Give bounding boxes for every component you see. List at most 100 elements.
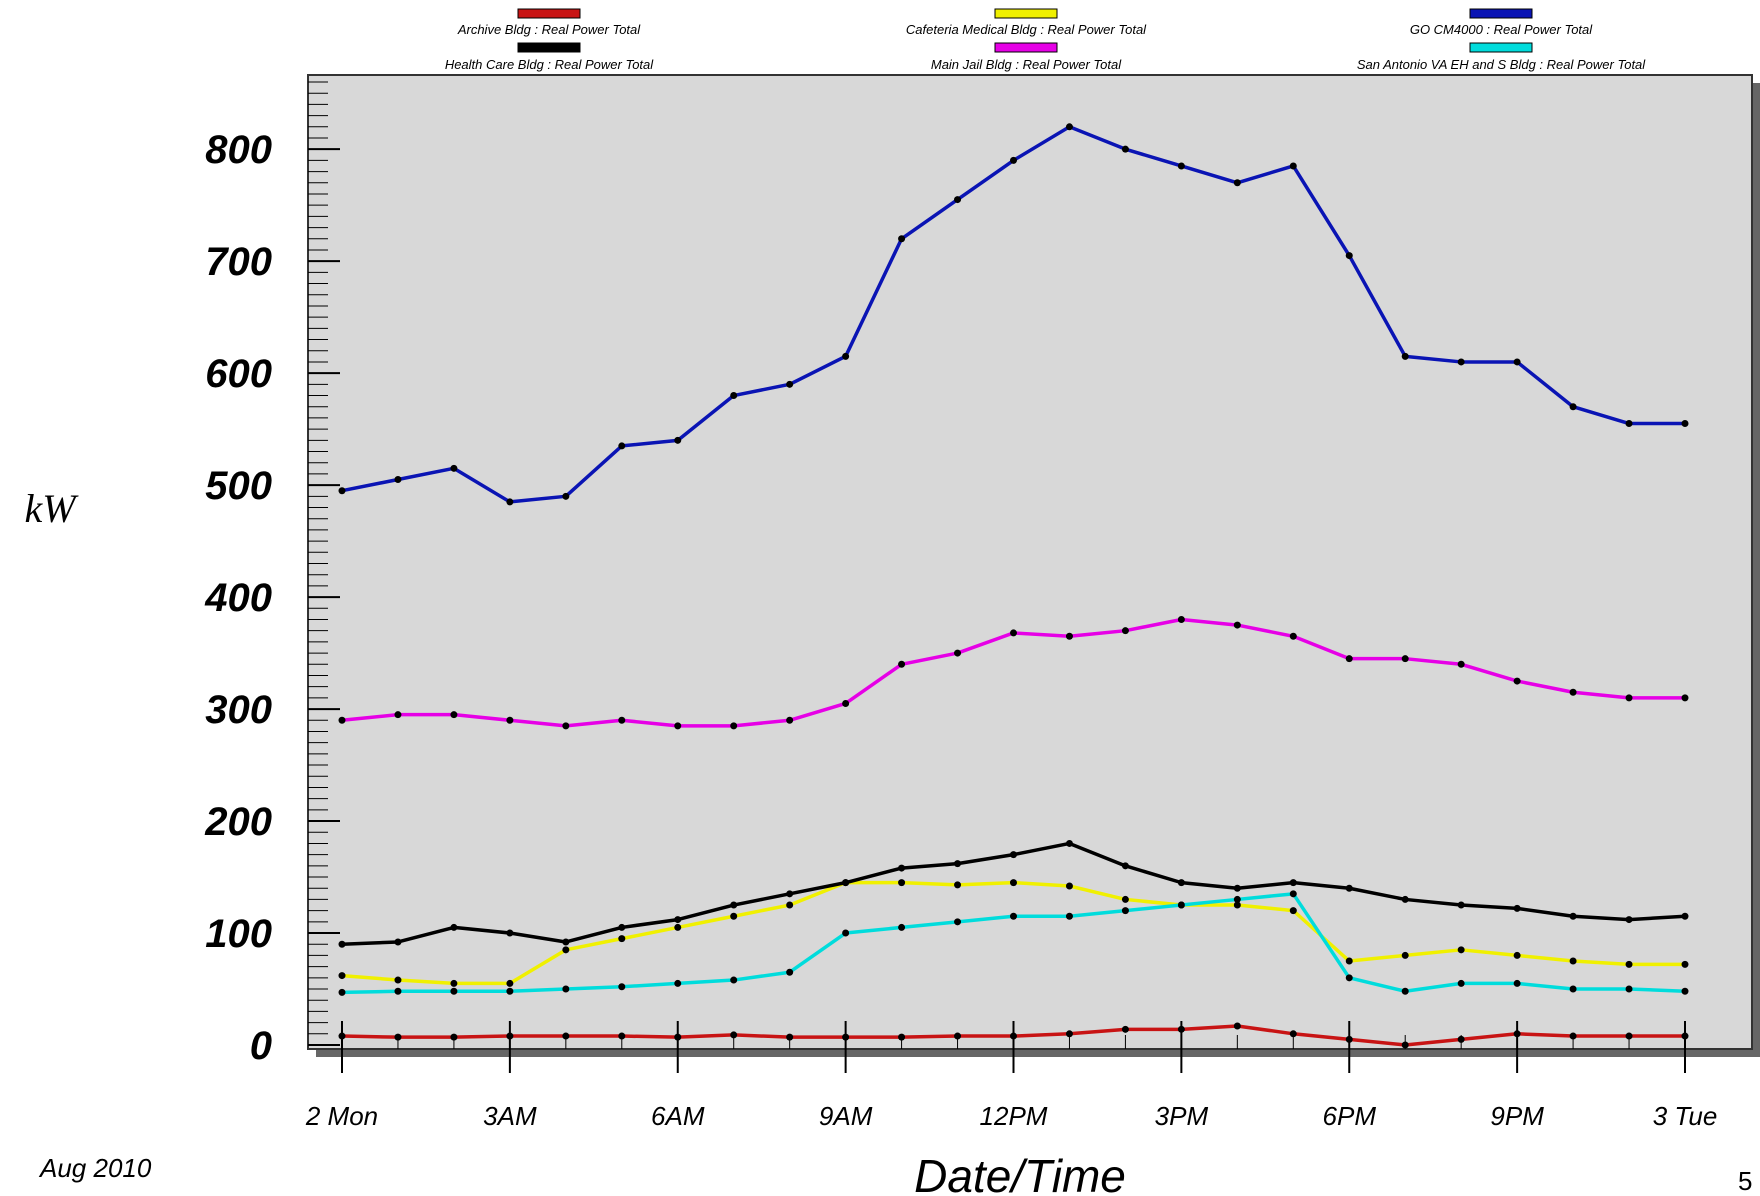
x-tick-label-2: 6AM bbox=[651, 1101, 705, 1131]
date-note: Aug 2010 bbox=[38, 1153, 152, 1183]
data-point-mainjail bbox=[842, 699, 850, 707]
data-point-cafeteria bbox=[954, 881, 962, 889]
data-point-archive bbox=[674, 1033, 682, 1041]
y-tick-label-0: 0 bbox=[250, 1024, 272, 1068]
y-axis-ticks: 0 100 200 300 400 500 600 700 800 bbox=[204, 128, 340, 1068]
legend-swatch-cafeteria bbox=[994, 8, 1058, 19]
x-tick-label-5: 3PM bbox=[1155, 1101, 1209, 1131]
data-point-cafeteria bbox=[1681, 960, 1689, 968]
series-sanantonio bbox=[338, 890, 1689, 996]
data-point-sanantonio bbox=[1513, 979, 1521, 987]
data-point-archive bbox=[842, 1033, 850, 1041]
data-point-go bbox=[338, 487, 346, 495]
data-point-archive bbox=[1121, 1025, 1129, 1033]
series-healthcare bbox=[338, 839, 1689, 948]
data-point-cafeteria bbox=[618, 935, 626, 943]
data-point-go bbox=[954, 196, 962, 204]
data-point-go bbox=[730, 392, 738, 400]
legend-item-sanantonio[interactable]: San Antonio VA EH and S Bldg : Real Powe… bbox=[1357, 42, 1646, 72]
legend-item-healthcare[interactable]: Health Care Bldg : Real Power Total bbox=[445, 42, 654, 72]
data-point-cafeteria bbox=[1065, 882, 1073, 890]
y-tick-label-400: 400 bbox=[204, 576, 272, 620]
series-go bbox=[338, 123, 1689, 506]
data-point-healthcare bbox=[786, 890, 794, 898]
x-tick-label-8: 3 Tue bbox=[1653, 1101, 1718, 1131]
data-point-mainjail bbox=[562, 722, 570, 730]
data-point-cafeteria bbox=[450, 979, 458, 987]
legend-item-archive[interactable]: Archive Bldg : Real Power Total bbox=[457, 8, 641, 37]
legend-label-healthcare: Health Care Bldg : Real Power Total bbox=[445, 57, 654, 72]
data-point-cafeteria bbox=[1401, 951, 1409, 959]
data-point-archive bbox=[1010, 1032, 1017, 1040]
x-axis-ticks: 2 Mon 3AM 6AM 9AM 12PM 3PM 6PM 9PM 3 Tue bbox=[305, 1021, 1717, 1131]
data-point-mainjail bbox=[618, 716, 626, 724]
data-point-archive bbox=[1569, 1032, 1577, 1040]
data-point-cafeteria bbox=[1569, 957, 1577, 965]
data-point-cafeteria bbox=[674, 923, 682, 931]
legend-label-mainjail: Main Jail Bldg : Real Power Total bbox=[931, 57, 1122, 72]
data-point-sanantonio bbox=[618, 983, 626, 991]
data-point-mainjail bbox=[954, 649, 962, 657]
data-point-mainjail bbox=[1681, 694, 1689, 702]
y-axis-label: kW bbox=[24, 486, 79, 531]
data-point-healthcare bbox=[1233, 884, 1241, 892]
data-point-healthcare bbox=[1513, 904, 1521, 912]
data-point-sanantonio bbox=[954, 918, 962, 926]
data-point-mainjail bbox=[1569, 688, 1577, 696]
data-point-go bbox=[1121, 145, 1129, 153]
legend-swatch-healthcare bbox=[517, 42, 581, 53]
data-point-healthcare bbox=[1345, 884, 1353, 892]
data-point-healthcare bbox=[1010, 851, 1017, 859]
data-point-mainjail bbox=[730, 722, 738, 730]
x-tick-label-1: 3AM bbox=[483, 1101, 537, 1131]
data-point-cafeteria bbox=[1513, 951, 1521, 959]
data-point-healthcare bbox=[618, 923, 626, 931]
data-point-cafeteria bbox=[506, 979, 514, 987]
data-point-mainjail bbox=[338, 716, 346, 724]
legend-item-cafeteria[interactable]: Cafeteria Medical Bldg : Real Power Tota… bbox=[906, 8, 1147, 37]
data-point-cafeteria bbox=[898, 879, 906, 887]
data-point-cafeteria bbox=[562, 946, 570, 954]
data-point-archive bbox=[618, 1032, 626, 1040]
data-point-mainjail bbox=[394, 711, 402, 719]
data-point-sanantonio bbox=[506, 987, 514, 995]
data-point-archive bbox=[338, 1032, 346, 1040]
data-point-sanantonio bbox=[1569, 985, 1577, 993]
data-point-healthcare bbox=[730, 901, 738, 909]
data-point-cafeteria bbox=[1289, 907, 1297, 915]
data-point-mainjail bbox=[1345, 655, 1353, 663]
data-point-cafeteria bbox=[1121, 895, 1129, 903]
legend-label-archive: Archive Bldg : Real Power Total bbox=[457, 22, 641, 37]
data-point-archive bbox=[1065, 1030, 1073, 1038]
data-point-cafeteria bbox=[394, 976, 402, 984]
data-point-cafeteria bbox=[1010, 879, 1017, 887]
data-point-sanantonio bbox=[1457, 979, 1465, 987]
legend-item-mainjail[interactable]: Main Jail Bldg : Real Power Total bbox=[931, 42, 1122, 72]
data-point-mainjail bbox=[674, 722, 682, 730]
data-point-sanantonio bbox=[1010, 912, 1017, 920]
data-point-mainjail bbox=[506, 716, 514, 724]
data-point-go bbox=[394, 476, 402, 484]
data-point-healthcare bbox=[954, 860, 962, 868]
legend: Archive Bldg : Real Power Total Cafeteri… bbox=[445, 8, 1646, 72]
data-point-cafeteria bbox=[1233, 901, 1241, 909]
data-point-go bbox=[1625, 420, 1633, 428]
y-tick-label-200: 200 bbox=[204, 800, 272, 844]
x-tick-label-3: 9AM bbox=[819, 1101, 873, 1131]
y-tick-label-800: 800 bbox=[205, 128, 272, 172]
legend-item-go[interactable]: GO CM4000 : Real Power Total bbox=[1410, 8, 1593, 37]
data-point-archive bbox=[1289, 1030, 1297, 1038]
data-point-sanantonio bbox=[1681, 987, 1689, 995]
data-point-archive bbox=[1177, 1025, 1185, 1033]
data-point-go bbox=[786, 380, 794, 388]
data-point-mainjail bbox=[1625, 694, 1633, 702]
data-point-archive bbox=[1625, 1032, 1633, 1040]
data-point-sanantonio bbox=[730, 976, 738, 984]
data-point-cafeteria bbox=[786, 901, 794, 909]
data-point-mainjail bbox=[898, 660, 906, 668]
data-point-sanantonio bbox=[1177, 901, 1185, 909]
data-point-healthcare bbox=[338, 940, 346, 948]
series-group bbox=[338, 123, 1689, 1049]
legend-swatch-archive bbox=[517, 8, 581, 19]
data-point-mainjail bbox=[1457, 660, 1465, 668]
